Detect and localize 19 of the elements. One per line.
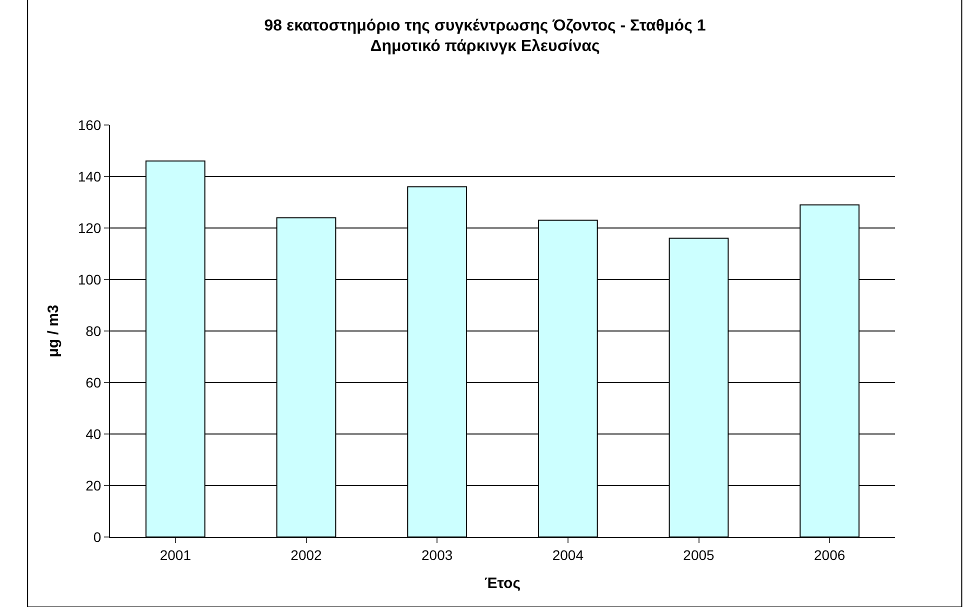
x-tick-label: 2001 <box>160 546 192 563</box>
y-tick-label: 140 <box>78 168 102 184</box>
x-axis-title: Έτος <box>484 574 521 592</box>
x-tick-label: 2002 <box>290 546 322 563</box>
chart-title: 98 εκατοστημόριο της συγκέντρωσης Όζοντος - Σταθμός 1 <box>264 17 706 34</box>
y-tick-label: 20 <box>86 477 102 494</box>
y-axis-title: μg / m3 <box>45 304 62 358</box>
y-tick-label: 100 <box>78 271 102 288</box>
y-tick-label: 80 <box>86 322 102 339</box>
y-tick-label: 40 <box>86 426 102 442</box>
y-tick-label: 160 <box>78 116 102 133</box>
y-tick-label: 120 <box>78 220 102 236</box>
x-tick-label: 2003 <box>422 546 453 563</box>
y-tick-label: 60 <box>86 374 102 390</box>
x-tick-label: 2004 <box>552 546 584 563</box>
x-tick-label: 2005 <box>683 546 715 563</box>
x-tick-label: 2006 <box>814 546 846 563</box>
chart-subtitle: Δημοτικό πάρκινγκ Ελευσίνας <box>370 38 600 56</box>
y-tick-label: 0 <box>93 528 102 545</box>
